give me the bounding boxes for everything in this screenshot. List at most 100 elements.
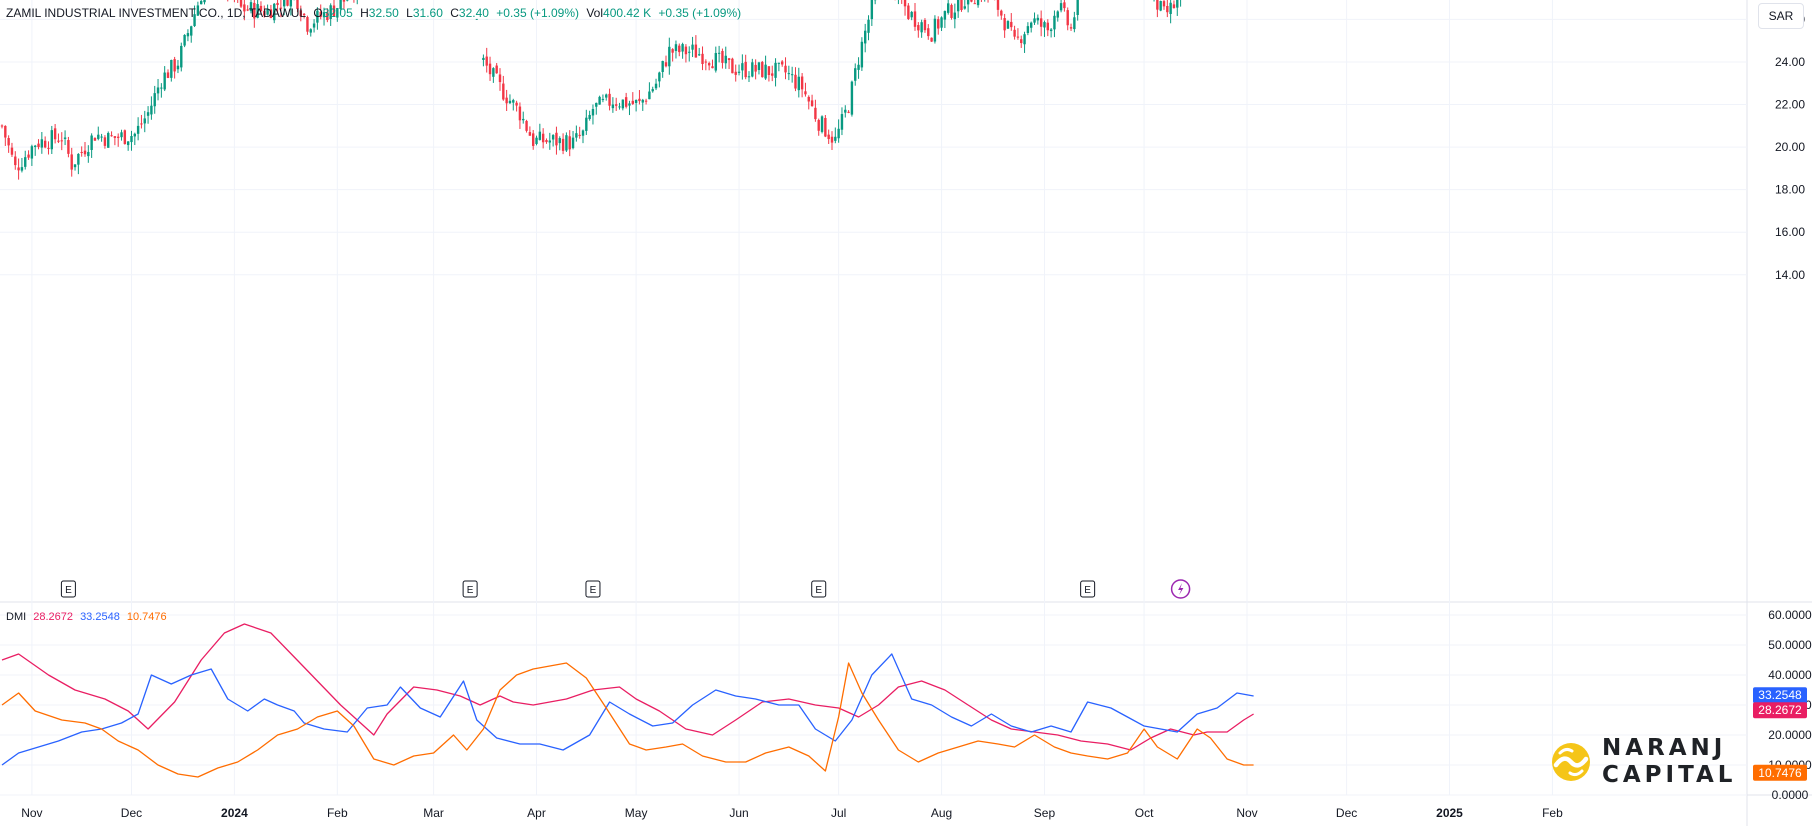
candle-body <box>850 81 854 115</box>
candle-body <box>641 99 644 103</box>
candle <box>535 135 538 146</box>
earnings-event-marker[interactable]: E <box>585 580 601 598</box>
candle <box>200 0 203 5</box>
candle-body <box>588 114 591 119</box>
candle <box>1039 10 1043 37</box>
dmi-label[interactable]: DMI <box>6 611 27 623</box>
dmi-axis[interactable]: 0.000010.000020.000030.000040.000050.000… <box>0 608 1812 802</box>
time-axis[interactable]: Nov Dec 2024 Feb Mar Apr May Jun Jul Aug Sep Oct Nov… <box>21 0 1563 820</box>
candle-body <box>1162 1 1166 7</box>
candle <box>844 105 847 118</box>
candle-body <box>996 0 1000 10</box>
candle-body <box>83 150 87 155</box>
candle-body <box>302 13 306 16</box>
candle <box>1063 0 1066 12</box>
candle-body <box>1159 1 1162 11</box>
candle <box>246 5 249 12</box>
candle <box>684 44 688 63</box>
candle <box>601 94 605 103</box>
candle <box>322 7 326 26</box>
candle-body <box>575 133 578 138</box>
candle-body <box>701 53 704 65</box>
candle <box>555 126 558 155</box>
candle <box>691 36 694 58</box>
candle <box>67 136 70 158</box>
candle <box>591 104 595 125</box>
candle <box>558 136 561 151</box>
candle <box>146 106 150 124</box>
candle <box>53 124 57 144</box>
dmi-plus-di-value: 33.2548 <box>80 611 120 623</box>
candle-body <box>326 12 329 21</box>
time-tick-label: Oct <box>1135 806 1154 820</box>
symbol-title[interactable]: ZAMIL INDUSTRIAL INVESTMENT CO., 1D, TAD… <box>6 6 307 20</box>
candle-body <box>854 68 857 81</box>
candle <box>757 61 761 75</box>
candle <box>947 0 950 15</box>
candle-body <box>824 117 827 137</box>
candle-body <box>263 10 266 16</box>
candle-body <box>346 0 349 1</box>
candle-body <box>930 37 933 42</box>
earnings-marker-box <box>60 580 76 598</box>
candle <box>1162 0 1166 10</box>
dmi-minus-di-value: 10.7476 <box>126 611 167 623</box>
candle <box>641 98 644 111</box>
dmi-tick-label: 60.0000 <box>1768 608 1812 622</box>
candle <box>24 150 27 170</box>
candle <box>269 4 273 19</box>
dividend-event-icon[interactable] <box>1170 579 1191 599</box>
time-tick-label: May <box>625 806 648 820</box>
candle <box>156 79 160 101</box>
candle-body <box>140 123 143 125</box>
candle-body <box>243 4 246 12</box>
candle <box>186 29 190 42</box>
dmi-legend[interactable]: DMI 28.2672 33.2548 10.7476 <box>6 611 171 623</box>
candle-body <box>186 33 190 37</box>
candle-body <box>87 151 90 157</box>
earnings-event-marker[interactable]: E <box>1080 580 1096 598</box>
candle-body <box>920 22 923 33</box>
currency-button[interactable]: SAR <box>1758 3 1804 29</box>
symbol-legend[interactable]: ZAMIL INDUSTRIAL INVESTMENT CO., 1D, TAD… <box>6 6 745 20</box>
candle-body <box>502 83 505 100</box>
candle <box>541 128 545 149</box>
candle-body <box>283 0 286 7</box>
candle <box>113 136 117 146</box>
candle-body <box>512 100 515 103</box>
candle <box>595 102 598 115</box>
candle <box>767 66 771 82</box>
candle-body <box>153 93 156 107</box>
candle-body <box>644 100 648 102</box>
candle-body <box>1069 27 1073 29</box>
candle-body <box>299 10 302 17</box>
candle-body <box>747 76 751 78</box>
earnings-event-marker[interactable]: E <box>60 580 76 598</box>
candle <box>721 48 724 69</box>
candle <box>1010 13 1013 31</box>
candle-body <box>634 99 638 103</box>
candle-body <box>190 26 193 36</box>
candle-body <box>488 63 492 75</box>
candle <box>966 0 970 13</box>
earnings-event-marker[interactable]: E <box>462 580 478 598</box>
candle <box>143 110 146 133</box>
candle-body <box>717 52 721 54</box>
candle-body <box>548 140 551 143</box>
candle <box>867 15 870 41</box>
candle <box>532 129 535 150</box>
candle-body <box>591 109 595 116</box>
earnings-event-marker[interactable]: E <box>811 580 827 598</box>
candle-body <box>698 54 701 56</box>
candle <box>615 97 618 111</box>
candle <box>634 99 638 112</box>
candle-body <box>561 138 565 151</box>
candle-body <box>727 58 731 61</box>
candle <box>90 133 93 158</box>
candle <box>834 127 837 144</box>
candle-body <box>1076 0 1079 15</box>
candle-body <box>97 134 100 139</box>
